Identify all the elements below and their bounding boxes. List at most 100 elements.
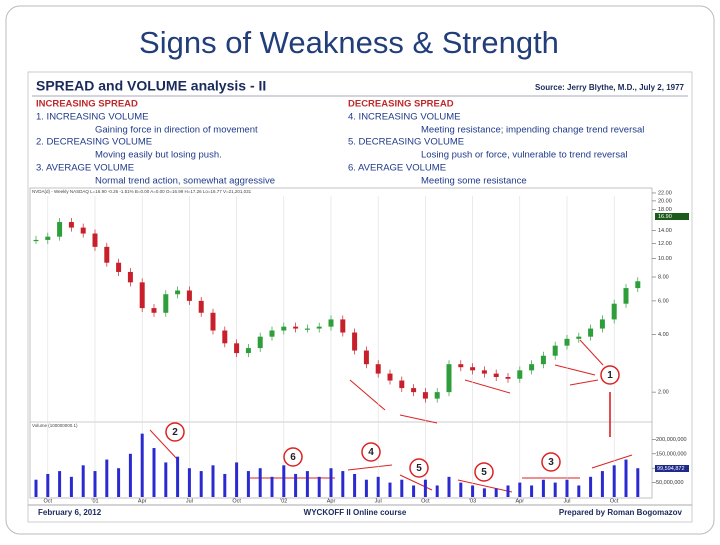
volume-bar	[81, 465, 85, 497]
volume-bar	[187, 468, 191, 497]
annotation-label: 2	[172, 427, 178, 438]
x-tick-label: Oct	[610, 498, 619, 504]
candle	[399, 380, 405, 389]
volume-bar	[636, 468, 640, 497]
volume-bar	[589, 476, 593, 497]
annotation-circle	[361, 442, 381, 462]
candle	[33, 239, 39, 242]
candle	[411, 388, 417, 393]
candle	[493, 373, 499, 377]
candle	[470, 367, 476, 371]
candle	[316, 326, 322, 329]
y-tick-label: 18.00	[658, 207, 672, 213]
candle	[599, 319, 605, 329]
candle	[257, 336, 263, 349]
y-tick-label: 6.00	[658, 298, 669, 304]
x-tick-label: '03	[469, 498, 476, 504]
candle	[68, 222, 74, 228]
y2-tick-label: 50,000,000	[656, 480, 684, 486]
y-tick-label: 20.00	[658, 198, 672, 204]
volume-bar	[353, 473, 357, 497]
volume-bar	[341, 471, 345, 497]
volume-bar	[329, 468, 333, 497]
volume-bar	[117, 468, 121, 497]
last-price-label: 16.90	[658, 214, 672, 220]
candle	[375, 364, 381, 374]
volume-bar	[211, 465, 215, 497]
volume-bar	[612, 465, 616, 497]
x-tick-label: Jul	[186, 498, 193, 504]
footer-course: WYCKOFF II Online course	[304, 508, 407, 517]
candle	[387, 373, 393, 381]
y-tick-label: 10.00	[658, 256, 672, 262]
x-tick-label: Apr	[138, 498, 147, 504]
volume-bar	[93, 471, 97, 497]
volume-bar	[317, 476, 321, 497]
candle	[293, 326, 299, 329]
volume-bar	[530, 485, 534, 497]
volume-bar	[471, 485, 475, 497]
volume-title: Volume (100000000.1)	[32, 423, 78, 428]
annotation-label: 3	[548, 457, 554, 468]
y2-tick-label: 150,000,000	[656, 451, 687, 457]
annotation-circle	[409, 458, 429, 478]
volume-bar	[376, 476, 380, 497]
candle	[540, 355, 546, 365]
candle	[611, 303, 617, 320]
y-tick-label: 22.00	[658, 190, 672, 196]
candle	[80, 227, 86, 234]
candle	[517, 370, 523, 379]
volume-bar	[459, 482, 463, 497]
y-tick-label: 8.00	[658, 274, 669, 280]
y2-tick-label: 200,000,000	[656, 437, 687, 443]
volume-bar	[423, 479, 427, 497]
candle	[175, 290, 181, 295]
volume-bar	[494, 488, 498, 497]
volume-bar	[235, 462, 239, 497]
item-desc: Gaining force in direction of movement	[95, 125, 258, 136]
volume-bar	[506, 485, 510, 497]
chart-header: NVDA(d) - Weekly NASDAQ L=16.90 -0.26 -1…	[32, 189, 252, 194]
volume-bar	[447, 476, 451, 497]
slide-title: Signs of Weakness & Strength	[139, 25, 559, 60]
volume-bar	[152, 448, 156, 497]
plot-area	[29, 187, 653, 499]
candle	[92, 233, 98, 247]
volume-bar	[412, 485, 416, 497]
annotation-label: 1	[607, 370, 613, 381]
last-price-box	[655, 213, 689, 220]
candle	[363, 350, 369, 365]
item-desc: Moving easily but losing push.	[95, 150, 222, 161]
y-tick-label: 12.00	[658, 241, 672, 247]
candle	[635, 281, 641, 289]
volume-bar	[199, 471, 203, 497]
volume-bar	[305, 471, 309, 497]
volume-bar	[258, 468, 262, 497]
candle	[481, 370, 487, 374]
volume-bar	[282, 465, 286, 497]
candle	[340, 319, 346, 333]
volume-bar	[140, 433, 144, 497]
candle	[45, 236, 51, 240]
annotation-circle	[283, 447, 303, 467]
x-tick-label: Oct	[232, 498, 241, 504]
last-volume-label: 99,594,872	[657, 466, 685, 472]
volume-bar	[388, 482, 392, 497]
panel-title: SPREAD and VOLUME analysis - II	[36, 78, 266, 94]
item-title: 6. AVERAGE VOLUME	[348, 163, 446, 174]
volume-bar	[482, 488, 486, 497]
y-tick-label: 2.00	[658, 390, 669, 396]
candle	[576, 336, 582, 339]
footer-author: Prepared by Roman Bogomazov	[559, 508, 683, 517]
volume-bar	[34, 479, 38, 497]
volume-bar	[400, 479, 404, 497]
candle	[623, 288, 629, 304]
volume-bar	[541, 479, 545, 497]
item-desc: Meeting some resistance	[421, 176, 527, 187]
y-tick-label: 14.00	[658, 228, 672, 234]
candle	[269, 330, 275, 337]
footer-date: February 6, 2012	[38, 508, 102, 517]
x-tick-label: '02	[280, 498, 287, 504]
volume-bar	[176, 456, 180, 497]
